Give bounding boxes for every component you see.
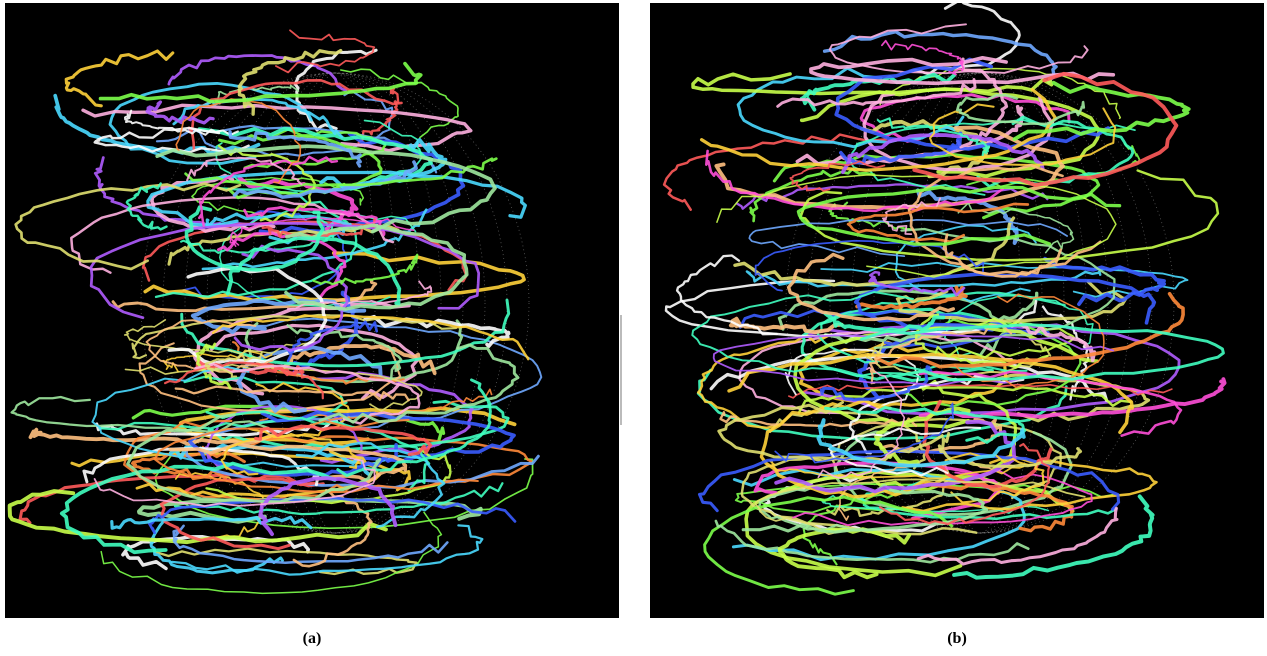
panel-a (5, 3, 619, 618)
streamline (677, 256, 777, 335)
panel-b (650, 3, 1264, 618)
caption: (a) (272, 630, 352, 648)
streamline (174, 526, 448, 563)
streamline (213, 315, 528, 359)
streamline (1015, 83, 1189, 139)
streamline-render (650, 3, 1264, 618)
streamline (176, 387, 409, 401)
caption: (b) (917, 630, 997, 648)
divider (620, 315, 622, 425)
streamline-render (5, 3, 619, 618)
page: (a) (b) (() => { const data = JSON.parse… (0, 0, 1267, 656)
streamline (112, 517, 311, 528)
